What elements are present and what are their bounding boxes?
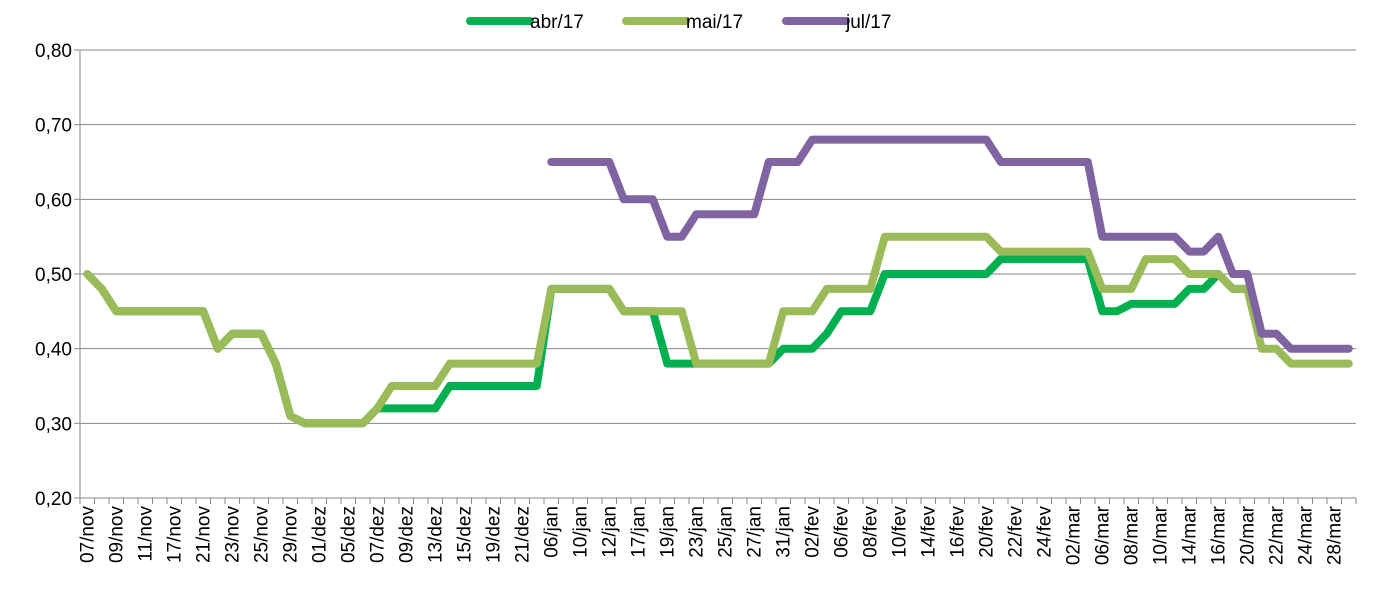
x-tick-label: 11/nov — [135, 506, 156, 562]
x-tick-label: 16/mar — [1208, 505, 1229, 565]
x-tick-label: 25/nov — [251, 506, 272, 564]
x-tick-label: 19/dez — [483, 506, 504, 563]
x-tick-label: 09/dez — [396, 506, 417, 563]
y-tick-label: 0,80 — [35, 41, 72, 62]
x-tick-label: 07/dez — [367, 506, 388, 563]
x-tick-label: 21/dez — [512, 506, 533, 563]
x-tick-label: 10/mar — [1150, 505, 1171, 565]
series-line — [547, 135, 1353, 353]
x-tick-label: 29/nov — [280, 506, 301, 564]
x-tick-label: 01/dez — [309, 506, 330, 563]
x-tick-label: 10/jan — [570, 506, 591, 558]
x-tick-label: 13/dez — [425, 506, 446, 563]
x-tick-label: 14/mar — [1179, 505, 1200, 565]
x-tick-label: 09/nov — [106, 506, 127, 564]
series-line — [83, 232, 1353, 428]
x-tick-label: 07/nov — [77, 506, 98, 564]
y-tick-label: 0,50 — [35, 265, 72, 286]
x-tick-label: 08/mar — [1121, 505, 1142, 565]
x-tick-label: 17/jan — [628, 506, 649, 558]
x-tick-label: 16/fev — [947, 506, 968, 558]
x-tick-label: 12/jan — [599, 506, 620, 558]
x-tick-label: 06/jan — [541, 506, 562, 558]
x-tick-label: 23/jan — [686, 506, 707, 558]
x-tick-label: 05/dez — [338, 506, 359, 563]
x-tick-label: 17/nov — [164, 506, 185, 564]
y-tick-label: 0,30 — [35, 414, 72, 435]
x-tick-label: 22/mar — [1266, 505, 1287, 565]
y-tick-label: 0,40 — [35, 340, 72, 361]
x-tick-label: 22/fev — [1005, 506, 1026, 558]
x-tick-label: 20/mar — [1237, 505, 1258, 565]
legend-label: mai/17 — [686, 12, 743, 33]
y-tick-label: 0,60 — [35, 190, 72, 211]
x-tick-label: 15/dez — [454, 506, 475, 563]
x-tick-label: 10/fev — [889, 506, 910, 558]
x-tick-label: 14/fev — [918, 506, 939, 558]
x-tick-label: 02/fev — [802, 506, 823, 558]
legend-label: abr/17 — [530, 12, 584, 33]
x-tick-label: 02/mar — [1063, 505, 1084, 565]
x-tick-label: 06/fev — [831, 506, 852, 558]
x-tick-label: 25/jan — [715, 506, 736, 558]
y-tick-label: 0,20 — [35, 489, 72, 510]
legend-label: jul/17 — [845, 12, 891, 33]
x-tick-label: 24/mar — [1295, 505, 1316, 565]
x-tick-label: 06/mar — [1092, 505, 1113, 565]
x-tick-label: 21/nov — [193, 506, 214, 564]
y-tick-label: 0,70 — [35, 116, 72, 137]
x-tick-label: 28/mar — [1324, 505, 1345, 565]
x-tick-label: 24/fev — [1034, 506, 1055, 558]
x-tick-label: 08/fev — [860, 506, 881, 558]
x-tick-label: 31/jan — [773, 506, 794, 558]
x-tick-label: 23/nov — [222, 506, 243, 564]
x-tick-label: 27/jan — [744, 506, 765, 558]
x-tick-label: 19/jan — [657, 506, 678, 558]
x-tick-label: 20/fev — [976, 506, 997, 558]
